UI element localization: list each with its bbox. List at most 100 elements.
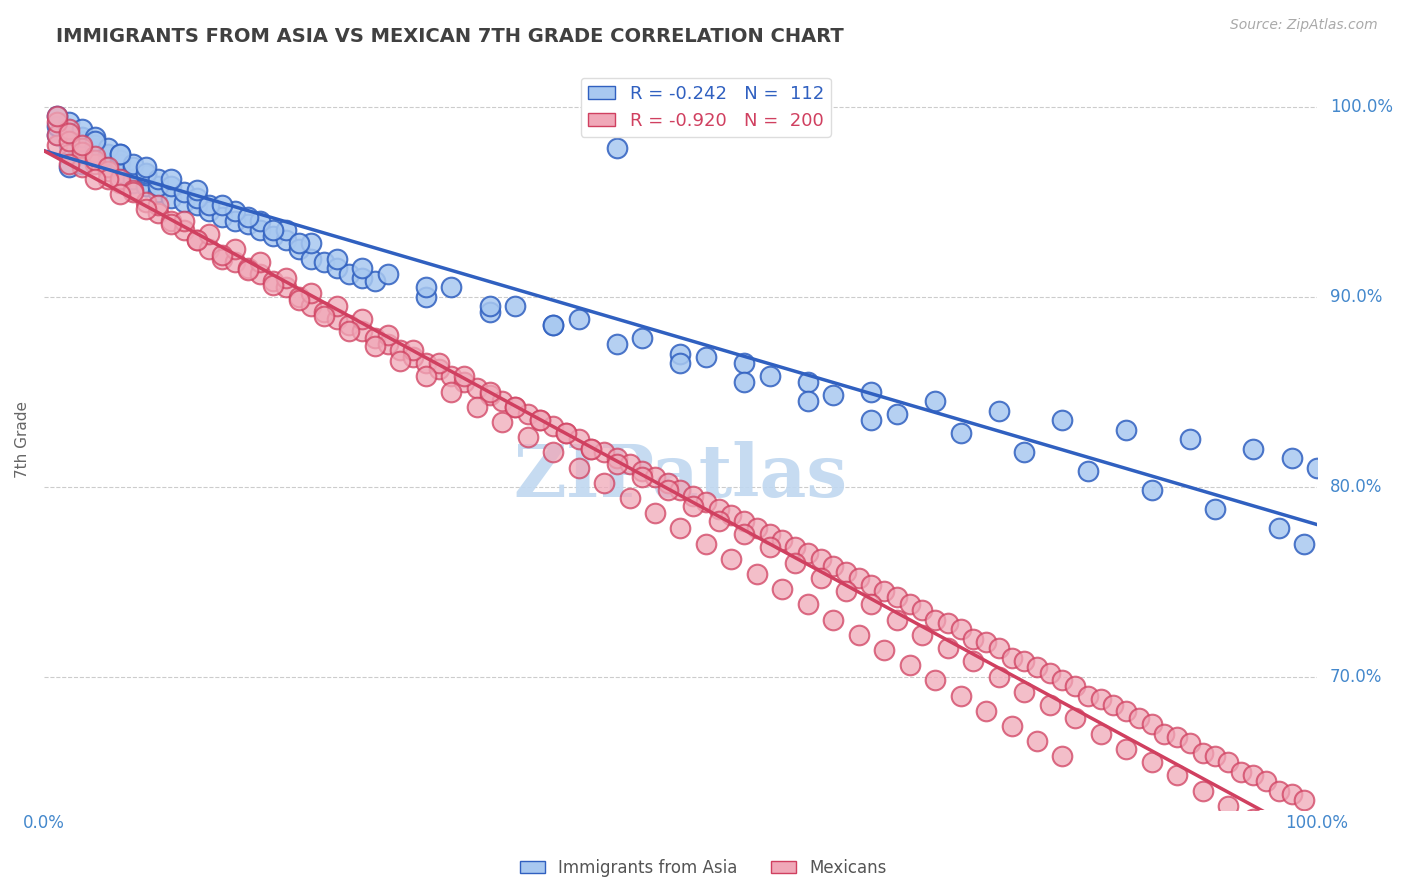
Point — [287, 236, 309, 251]
Point — [1064, 711, 1087, 725]
Point — [70, 161, 93, 175]
Point — [465, 381, 488, 395]
Point — [1052, 749, 1074, 764]
Point — [96, 171, 118, 186]
Point — [299, 285, 322, 300]
Point — [83, 153, 105, 167]
Y-axis label: 7th Grade: 7th Grade — [15, 401, 30, 477]
Point — [1216, 798, 1239, 813]
Point — [810, 551, 832, 566]
Point — [503, 400, 526, 414]
Point — [70, 122, 93, 136]
Point — [631, 470, 654, 484]
Point — [593, 445, 616, 459]
Point — [745, 521, 768, 535]
Point — [1241, 812, 1264, 826]
Point — [886, 613, 908, 627]
Point — [987, 403, 1010, 417]
Point — [797, 375, 820, 389]
Point — [224, 204, 246, 219]
Point — [312, 304, 335, 318]
Point — [45, 109, 67, 123]
Point — [262, 278, 284, 293]
Point — [415, 289, 437, 303]
Point — [148, 179, 170, 194]
Point — [529, 413, 551, 427]
Point — [160, 171, 183, 186]
Point — [110, 153, 132, 167]
Point — [173, 194, 195, 209]
Point — [198, 227, 221, 241]
Point — [70, 141, 93, 155]
Point — [389, 354, 412, 368]
Point — [541, 318, 564, 332]
Point — [122, 161, 145, 175]
Point — [70, 147, 93, 161]
Point — [135, 194, 157, 209]
Point — [70, 145, 93, 160]
Text: 90.0%: 90.0% — [1330, 287, 1382, 306]
Point — [478, 388, 501, 402]
Point — [1012, 684, 1035, 698]
Point — [312, 255, 335, 269]
Point — [657, 483, 679, 498]
Point — [58, 161, 80, 175]
Point — [83, 141, 105, 155]
Point — [402, 351, 425, 365]
Point — [823, 559, 845, 574]
Point — [160, 179, 183, 194]
Legend: R = -0.242   N =  112, R = -0.920   N =  200: R = -0.242 N = 112, R = -0.920 N = 200 — [581, 78, 831, 137]
Text: 70.0%: 70.0% — [1330, 667, 1382, 686]
Point — [262, 274, 284, 288]
Point — [503, 400, 526, 414]
Point — [924, 394, 946, 409]
Point — [274, 233, 297, 247]
Point — [1115, 704, 1137, 718]
Point — [707, 514, 730, 528]
Point — [211, 198, 233, 212]
Point — [491, 394, 513, 409]
Point — [516, 407, 538, 421]
Point — [83, 129, 105, 144]
Point — [962, 632, 984, 646]
Point — [262, 223, 284, 237]
Point — [669, 521, 692, 535]
Point — [274, 270, 297, 285]
Text: ZIPatlas: ZIPatlas — [513, 441, 848, 512]
Point — [249, 255, 271, 269]
Point — [898, 658, 921, 673]
Point — [110, 176, 132, 190]
Point — [745, 566, 768, 581]
Point — [848, 628, 870, 642]
Point — [936, 616, 959, 631]
Point — [1140, 755, 1163, 769]
Point — [1241, 768, 1264, 782]
Point — [860, 413, 883, 427]
Point — [122, 156, 145, 170]
Point — [160, 217, 183, 231]
Text: 80.0%: 80.0% — [1330, 477, 1382, 496]
Point — [1216, 755, 1239, 769]
Point — [1306, 460, 1329, 475]
Point — [110, 186, 132, 201]
Point — [1166, 731, 1188, 745]
Point — [1052, 673, 1074, 688]
Point — [1294, 840, 1316, 855]
Point — [924, 673, 946, 688]
Point — [58, 156, 80, 170]
Point — [695, 494, 717, 508]
Point — [198, 242, 221, 256]
Point — [1026, 734, 1049, 748]
Point — [186, 183, 208, 197]
Point — [415, 369, 437, 384]
Point — [568, 432, 591, 446]
Point — [160, 213, 183, 227]
Point — [339, 318, 361, 332]
Point — [377, 267, 399, 281]
Point — [440, 384, 463, 399]
Point — [758, 527, 780, 541]
Point — [249, 223, 271, 237]
Point — [58, 134, 80, 148]
Point — [1204, 749, 1226, 764]
Point — [669, 483, 692, 498]
